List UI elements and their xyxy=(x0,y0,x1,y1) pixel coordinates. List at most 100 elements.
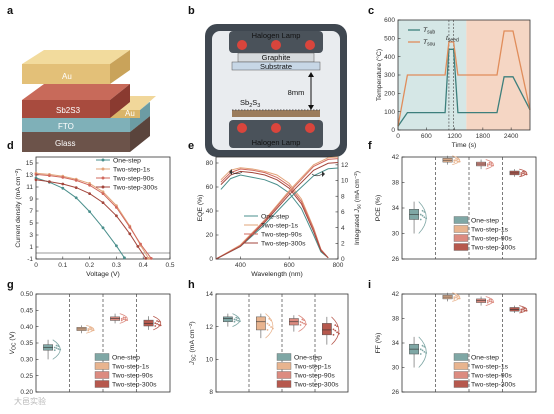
arrow-right-head xyxy=(322,171,325,177)
g-sample-point xyxy=(159,324,162,327)
i-sample-point xyxy=(423,345,426,348)
panel-label-g: g xyxy=(7,279,14,291)
f-legend-label-0: One-step xyxy=(471,217,499,224)
lamp-bottom-bulbs xyxy=(237,123,315,133)
f-y-tick-label: 34 xyxy=(392,205,400,212)
i-sample-point xyxy=(419,353,422,355)
i-sample-point xyxy=(486,299,489,302)
panel-label-c: c xyxy=(368,5,374,17)
d-legend-label-0: One-step xyxy=(113,157,141,164)
e-right-y-tick-label: 0 xyxy=(341,256,345,263)
d-x-axis-label: Voltage (V) xyxy=(86,271,120,278)
jv-point xyxy=(74,196,78,200)
f-sample-point xyxy=(486,165,489,167)
g-distribution-2 xyxy=(119,313,128,324)
jv-line-0 xyxy=(35,177,125,259)
layer-fto: FTO xyxy=(58,122,74,131)
h-sample-point xyxy=(235,316,238,319)
h-sample-point xyxy=(303,322,305,325)
e-y-tick-label: 0 xyxy=(209,256,213,263)
c-x-tick-label: 2400 xyxy=(504,133,519,140)
layer-sb2s3: Sb2S3 xyxy=(56,106,81,115)
i-sample-point xyxy=(523,309,526,312)
h-sample-point xyxy=(305,323,307,326)
arrow-right-axis xyxy=(311,173,323,177)
d-legend-marker-1 xyxy=(101,167,105,171)
h-sample-point xyxy=(270,319,272,322)
g-y-tick-label: 0.30 xyxy=(20,357,33,364)
ff-box-chart: 26 30 34 38 42 FF (%) One-step Two-step-1s Two-s… xyxy=(375,291,537,396)
i-sample-point xyxy=(488,298,491,301)
e-y-tick-label: 80 xyxy=(206,160,214,167)
f-sample-point xyxy=(458,160,461,163)
g-y-tick-label: 0.20 xyxy=(20,389,33,396)
f-sample-point xyxy=(423,211,426,213)
f-sample-point xyxy=(490,162,493,164)
h-legend-swatch-2 xyxy=(276,371,292,379)
i-sample-point xyxy=(419,348,422,351)
i-sample-point xyxy=(525,309,528,312)
h-distribution-3 xyxy=(331,316,340,345)
jv-point xyxy=(115,214,118,218)
e-y-tick-label: 40 xyxy=(206,208,214,215)
i-sample-point xyxy=(455,294,457,297)
g-legend-label-1: Two-step-1s xyxy=(112,363,150,370)
g-sample-point xyxy=(92,329,95,332)
f-sample-point xyxy=(522,170,524,173)
c-y-tick-label: 200 xyxy=(384,91,395,98)
panel-label-f: f xyxy=(368,140,372,152)
g-legend-swatch-1 xyxy=(94,362,110,370)
f-distribution-3 xyxy=(519,168,528,178)
h-sample-point xyxy=(268,317,271,320)
g-sample-point xyxy=(122,316,125,319)
f-sample-point xyxy=(419,213,422,216)
c-y-tick-label: 600 xyxy=(384,17,395,24)
i-sample-point xyxy=(453,298,456,300)
g-sample-point xyxy=(126,319,129,321)
h-sample-point xyxy=(233,318,236,321)
d-x-tick-label: 0.4 xyxy=(139,262,148,269)
h-sample-point xyxy=(299,324,302,326)
i-y-tick-label: 26 xyxy=(392,389,400,396)
g-sample-point xyxy=(156,322,158,325)
jv-point xyxy=(115,244,118,248)
g-sample-point xyxy=(57,348,60,350)
g-sample-point xyxy=(120,319,123,322)
jv-point xyxy=(88,210,91,214)
jv-point xyxy=(101,226,105,230)
c-x-tick-label: 0 xyxy=(396,133,400,140)
i-sample-point xyxy=(456,295,459,298)
jv-point xyxy=(61,186,65,190)
jsc-box-chart: 8 10 12 14 JSC (mA cm⁻²) One-step Two-step-1s T… xyxy=(189,291,349,396)
f-y-tick-label: 30 xyxy=(392,231,400,238)
jv-point xyxy=(74,179,78,182)
i-sample-point xyxy=(490,298,493,301)
g-legend-swatch-0 xyxy=(94,353,110,361)
line-t-sou xyxy=(397,30,531,127)
f-y-tick-label: 42 xyxy=(392,154,400,161)
f-sample-point xyxy=(421,209,424,212)
g-sample-point xyxy=(124,318,127,321)
h-legend-swatch-0 xyxy=(276,353,292,361)
g-sample-point xyxy=(157,323,160,326)
panel-label-h: h xyxy=(188,279,195,291)
f-legend-swatch-1 xyxy=(453,225,469,233)
h-sample-point xyxy=(266,322,269,325)
legend-t-sub: Tsub xyxy=(423,27,435,36)
g-distribution-1 xyxy=(86,324,95,334)
i-legend-swatch-1 xyxy=(453,362,469,370)
c-y-tick-label: 100 xyxy=(384,109,395,116)
e-plot-frame xyxy=(215,156,339,260)
i-sample-point xyxy=(486,301,489,304)
e-x-tick-label: 800 xyxy=(333,262,344,269)
f-sample-point xyxy=(456,158,459,161)
f-sample-point xyxy=(525,173,528,176)
jv-point xyxy=(88,192,91,196)
h-legend-swatch-1 xyxy=(276,362,292,370)
i-sample-point xyxy=(425,352,428,354)
graphite-label: Graphite xyxy=(262,53,291,62)
g-legend-label-0: One-step xyxy=(112,354,140,361)
f-sample-point xyxy=(486,163,489,165)
i-sample-point xyxy=(455,296,457,299)
